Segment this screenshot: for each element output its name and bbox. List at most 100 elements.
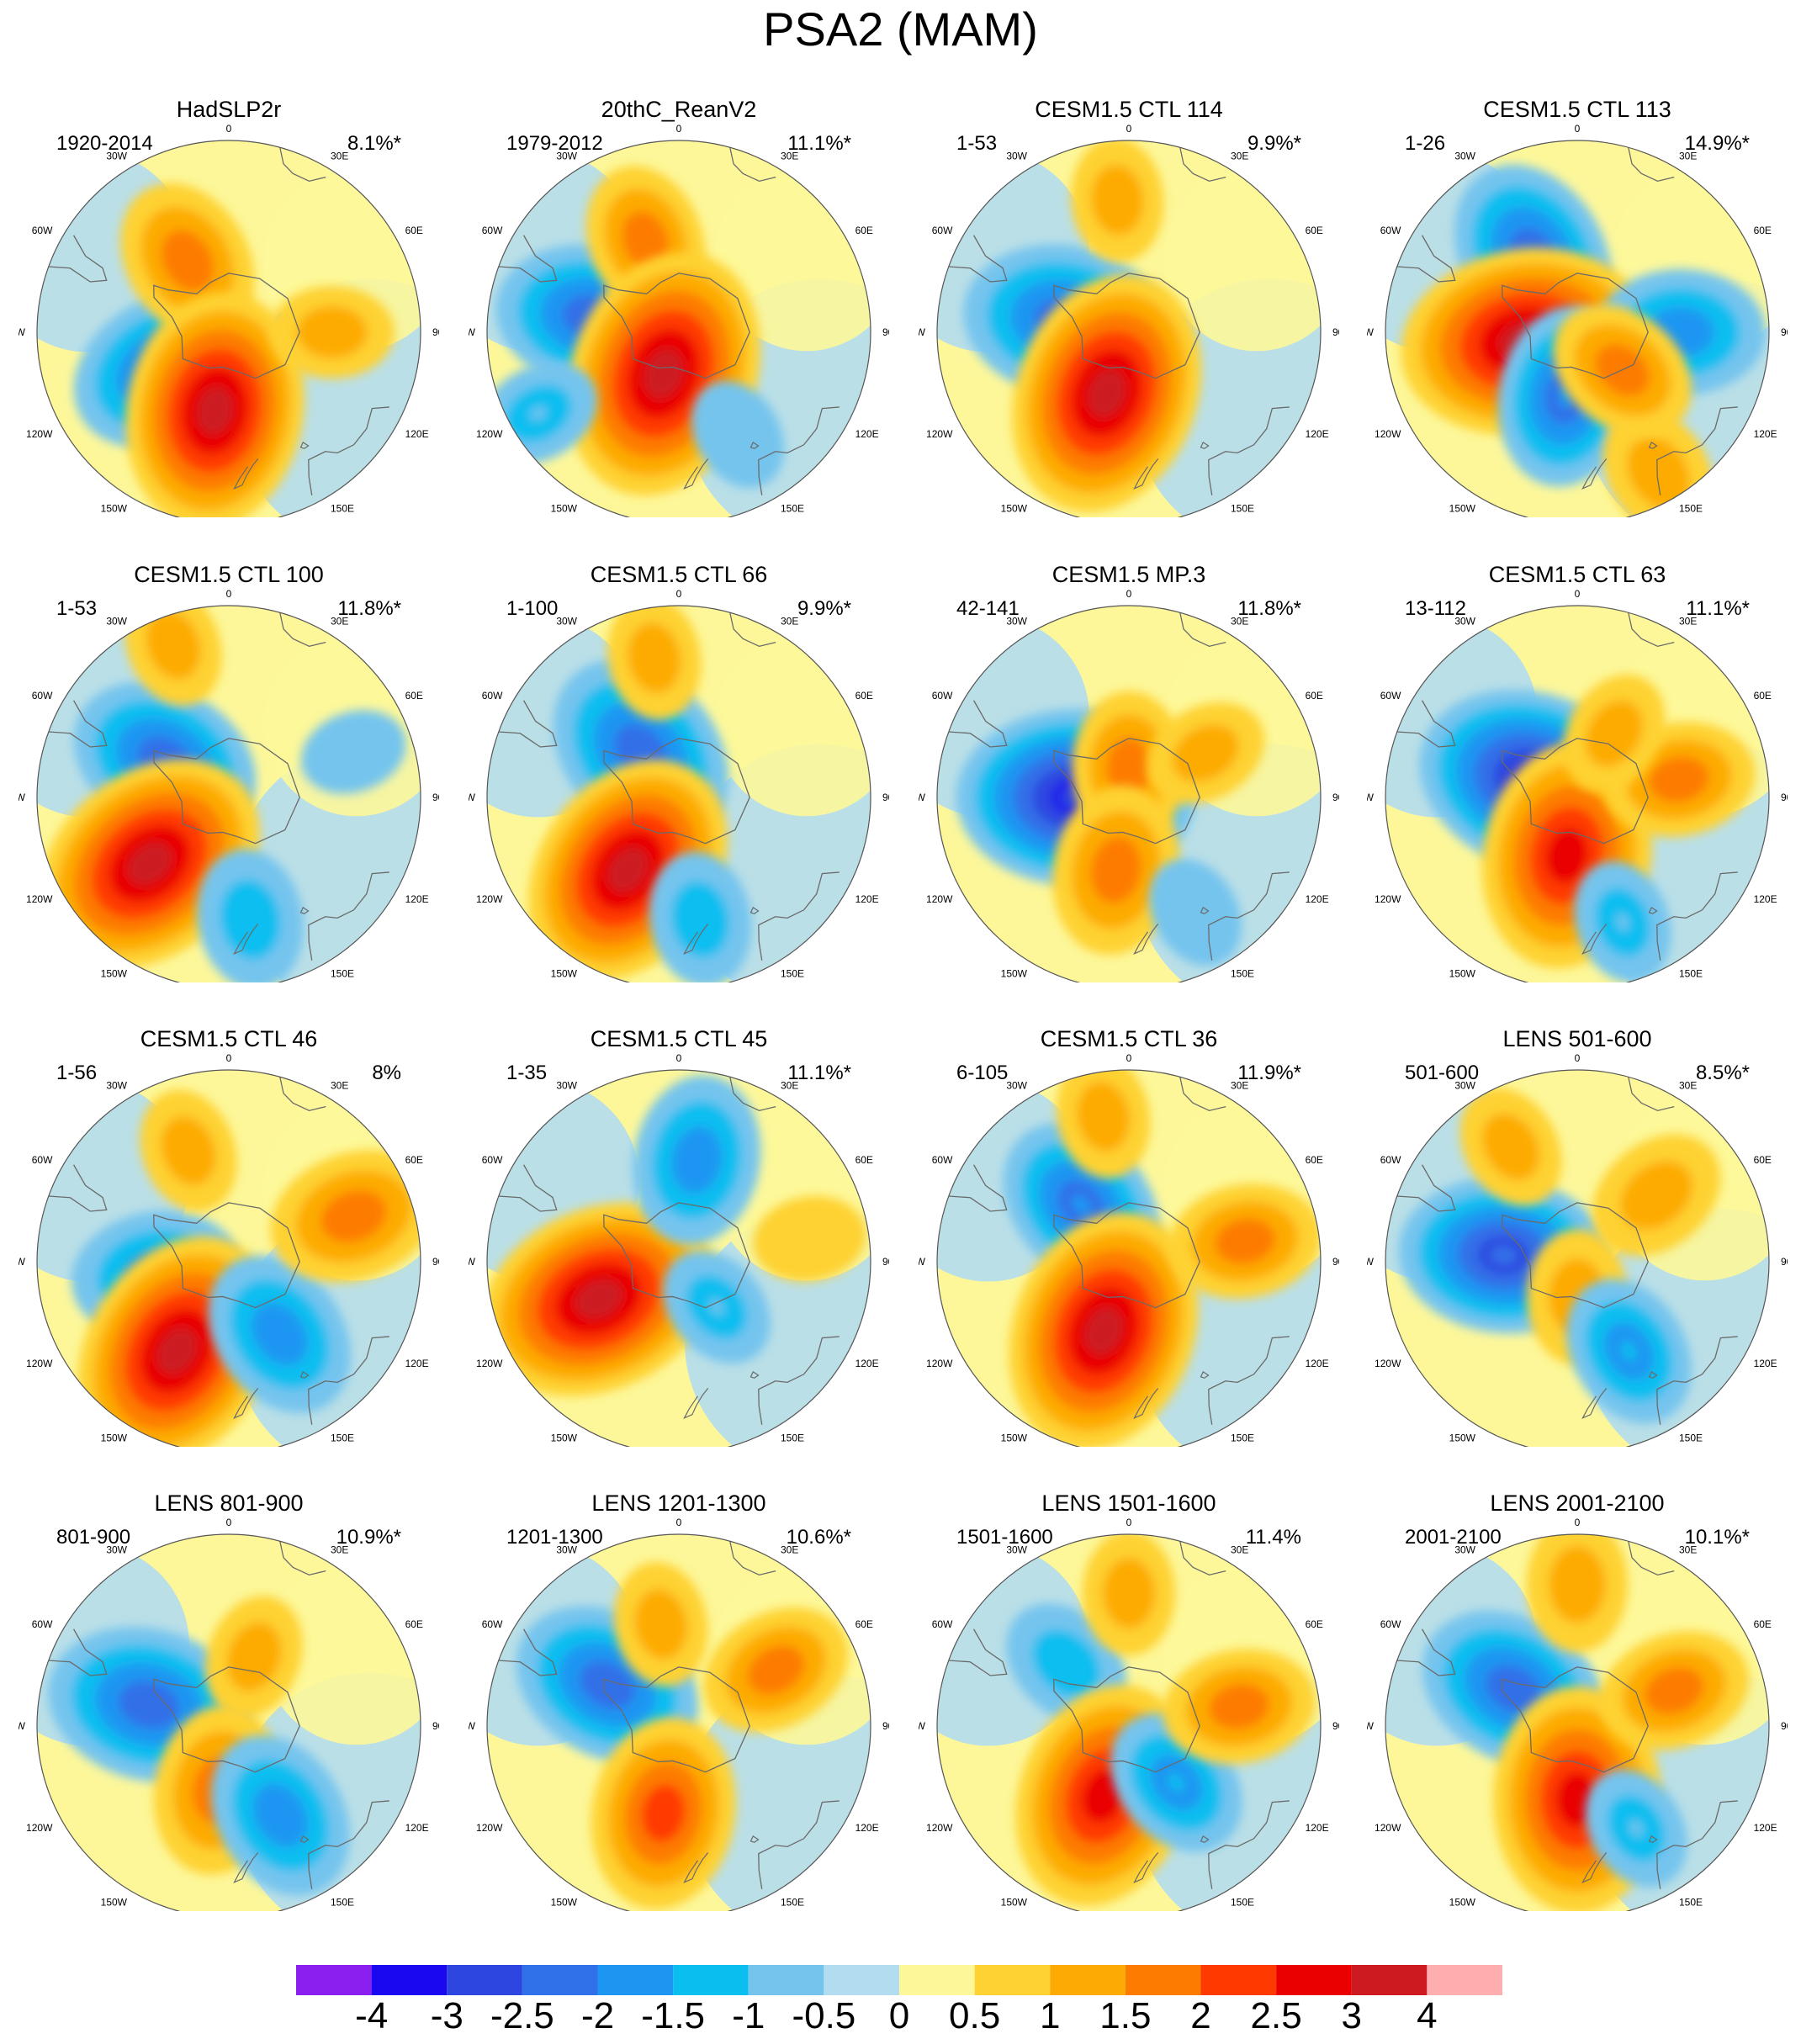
- coastline-africa: [1627, 1538, 1675, 1576]
- map-border: [1385, 605, 1770, 982]
- coastline-africa: [1179, 144, 1226, 183]
- longitude-label: 90E: [1781, 1256, 1788, 1268]
- coastline-new-zealand: [233, 458, 259, 490]
- longitude-label: 150W: [1001, 1897, 1028, 1909]
- longitude-label: 30E: [331, 1079, 348, 1091]
- polar-map: 030E60E90E120E150E180150W120W90W60W30W: [469, 588, 889, 982]
- longitude-label: 30E: [331, 1544, 348, 1555]
- anomaly-center: [208, 1255, 351, 1413]
- coastline-new-zealand: [233, 924, 259, 956]
- coastline-australia: [1656, 406, 1738, 495]
- coastline-antarctica: [1502, 738, 1649, 845]
- panel-title: CESM1.5 CTL 45: [590, 1026, 768, 1051]
- longitude-label: 150E: [331, 968, 354, 980]
- anomaly-region: [1135, 278, 1321, 517]
- panel-period: 1979-2012: [506, 132, 603, 155]
- panel-explained-variance: 8.1%*: [347, 132, 401, 155]
- longitude-label: 30W: [1006, 1544, 1027, 1555]
- map-panel: 20thC_ReanV2 1979-2012 11.1%* 0 30E 60E 90E 120…: [469, 97, 889, 517]
- longitude-label: 150W: [1449, 503, 1476, 515]
- longitude-label: 120W: [26, 1822, 53, 1834]
- coastline-antarctica: [1053, 738, 1200, 845]
- coastline-new-zealand: [683, 924, 709, 956]
- longitude-label: 150W: [551, 503, 578, 515]
- panel-period: 1-56: [56, 1062, 98, 1084]
- map-panel: CESM1.5 CTL 45 1-35 11.1%* 0 30E 60E 90E 120E 15…: [469, 1026, 889, 1447]
- anomaly-core: [802, 1233, 818, 1244]
- longitude-label: 0: [1575, 123, 1581, 135]
- longitude-label: 120W: [1375, 1822, 1401, 1834]
- coastline-south-america: [48, 235, 108, 283]
- coastline-tasmania: [1648, 1370, 1658, 1379]
- longitude-label: 30W: [106, 1544, 127, 1555]
- longitude-label: 150W: [101, 1432, 128, 1444]
- map-panel: HadSLP2r 1920-2014 8.1%* 0 30E 60E 90E 120E 150E…: [19, 97, 439, 517]
- coastline-south-america: [1396, 1164, 1456, 1212]
- longitude-label: 30W: [106, 150, 127, 162]
- coastline-australia: [1656, 1800, 1738, 1889]
- map-panel: LENS 501-600 501-600 8.5%* 0 30E 60E 90E 120E 15…: [1367, 1026, 1788, 1447]
- map-panel: LENS 1201-1300 1201-1300 10.6%* 0 30E 60E 90E 1…: [469, 1491, 889, 1911]
- colorbar-cell: [597, 1965, 674, 1995]
- colorbar-cell: [673, 1965, 749, 1995]
- anomaly-center: [1527, 1534, 1628, 1653]
- main-title: PSA2 (MAM): [763, 3, 1038, 56]
- anomaly-center: [591, 1717, 736, 1909]
- longitude-label: 120W: [476, 1358, 503, 1369]
- panel-period: 1-100: [506, 597, 559, 620]
- colorbar-label: 0.5: [949, 1995, 1001, 2036]
- anomaly-center: [649, 851, 752, 982]
- anomaly-center: [703, 1607, 849, 1733]
- anomaly-core: [1621, 1342, 1637, 1361]
- anomaly-core: [1094, 377, 1119, 410]
- longitude-label: 120E: [855, 893, 879, 905]
- longitude-label: 150E: [331, 1432, 354, 1444]
- coastline-tasmania: [299, 441, 310, 449]
- colorbar-label: -2: [580, 1995, 615, 2036]
- longitude-label: 60E: [1306, 225, 1323, 236]
- map-panel: LENS 801-900 801-900 10.9%* 0 30E 60E 90E 120E 1…: [19, 1491, 439, 1911]
- colorbar-cell: [1427, 1965, 1502, 1995]
- coastline-south-america: [1396, 700, 1456, 748]
- longitude-label: 60E: [855, 225, 873, 236]
- colorbar-label: -3: [430, 1995, 463, 2036]
- panel-period: 1-35: [506, 1062, 548, 1084]
- anomaly-core: [615, 855, 641, 885]
- colorbar-cell: [974, 1965, 1051, 1995]
- anomaly-core: [1651, 464, 1666, 482]
- coastline-tasmania: [299, 1835, 310, 1843]
- anomaly-core: [1108, 858, 1124, 882]
- anomaly-center: [1012, 274, 1202, 512]
- coastline-tasmania: [1200, 441, 1210, 449]
- longitude-label: 30W: [1006, 1079, 1027, 1091]
- longitude-label: 30W: [556, 1544, 577, 1555]
- longitude-label: 0: [676, 588, 682, 600]
- longitude-label: 150W: [1001, 503, 1028, 515]
- anomaly-core: [583, 1287, 614, 1311]
- longitude-label: 60W: [482, 1154, 503, 1166]
- longitude-label: 90E: [1332, 1720, 1339, 1732]
- map-border: [36, 1069, 421, 1447]
- panel-explained-variance: 9.9%*: [797, 597, 851, 620]
- anomaly-center: [614, 1562, 708, 1687]
- panel-title: CESM1.5 CTL 36: [1040, 1026, 1218, 1051]
- anomaly-core: [1123, 1585, 1135, 1602]
- panel-title: LENS 1501-1600: [1041, 1491, 1216, 1516]
- panel-period: 1-53: [56, 597, 98, 620]
- coastline-south-america: [498, 235, 558, 283]
- panel-title: LENS 2001-2100: [1490, 1491, 1665, 1516]
- anomaly-core: [1121, 757, 1136, 779]
- coastline-new-zealand: [1133, 1852, 1159, 1884]
- colorbar-cell: [748, 1965, 824, 1995]
- longitude-label: 60E: [405, 690, 423, 702]
- longitude-label: 60W: [932, 690, 953, 702]
- panel-period: 2001-2100: [1405, 1526, 1502, 1549]
- anomaly-core: [766, 1662, 786, 1678]
- anomaly-core: [1616, 913, 1629, 930]
- anomaly-center: [77, 1236, 277, 1447]
- anomaly-core: [1567, 1784, 1587, 1815]
- coastline-tasmania: [1200, 1835, 1210, 1843]
- coastline-africa: [278, 1538, 326, 1576]
- longitude-label: 90E: [432, 326, 439, 338]
- longitude-label: 60W: [32, 1618, 53, 1630]
